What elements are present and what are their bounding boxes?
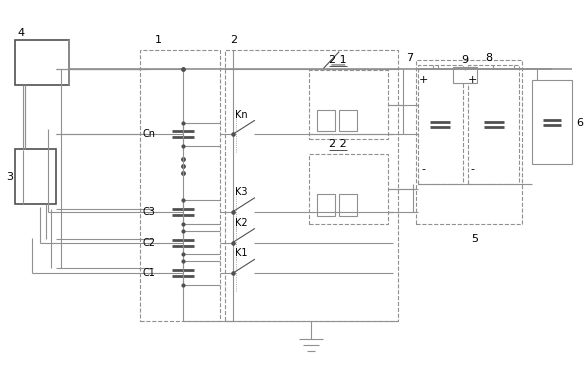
Bar <box>140 50 220 321</box>
Text: 5: 5 <box>471 233 478 244</box>
Text: Kn: Kn <box>235 110 247 119</box>
Bar <box>339 110 357 132</box>
Bar <box>309 154 388 224</box>
Bar <box>453 67 477 83</box>
Text: Cn: Cn <box>142 129 155 139</box>
Bar <box>532 80 572 164</box>
Text: 9: 9 <box>461 55 468 65</box>
Bar <box>416 60 522 224</box>
Text: -: - <box>471 164 475 174</box>
Bar <box>317 110 335 132</box>
Bar <box>15 149 56 204</box>
Text: -: - <box>421 164 425 174</box>
Text: 6: 6 <box>576 117 583 127</box>
Text: 8: 8 <box>486 53 493 63</box>
Text: 2: 2 <box>230 35 237 45</box>
Text: 2 1: 2 1 <box>329 55 346 65</box>
Bar <box>418 65 463 184</box>
Bar <box>309 70 388 139</box>
Text: 3: 3 <box>6 172 13 182</box>
Text: C3: C3 <box>142 207 155 217</box>
Bar <box>15 40 69 85</box>
Text: +: + <box>468 75 478 85</box>
Text: 1: 1 <box>155 35 162 45</box>
Text: 7: 7 <box>406 53 413 63</box>
Bar <box>468 65 519 184</box>
Bar <box>317 194 335 216</box>
Text: C2: C2 <box>142 238 155 247</box>
Text: 4: 4 <box>18 28 25 38</box>
Bar <box>225 50 398 321</box>
Text: C1: C1 <box>142 268 155 278</box>
Text: K1: K1 <box>235 249 247 258</box>
Bar <box>339 194 357 216</box>
Text: 2 2: 2 2 <box>329 139 347 149</box>
Text: K2: K2 <box>235 218 247 228</box>
Text: +: + <box>419 75 428 85</box>
Text: K3: K3 <box>235 187 247 197</box>
